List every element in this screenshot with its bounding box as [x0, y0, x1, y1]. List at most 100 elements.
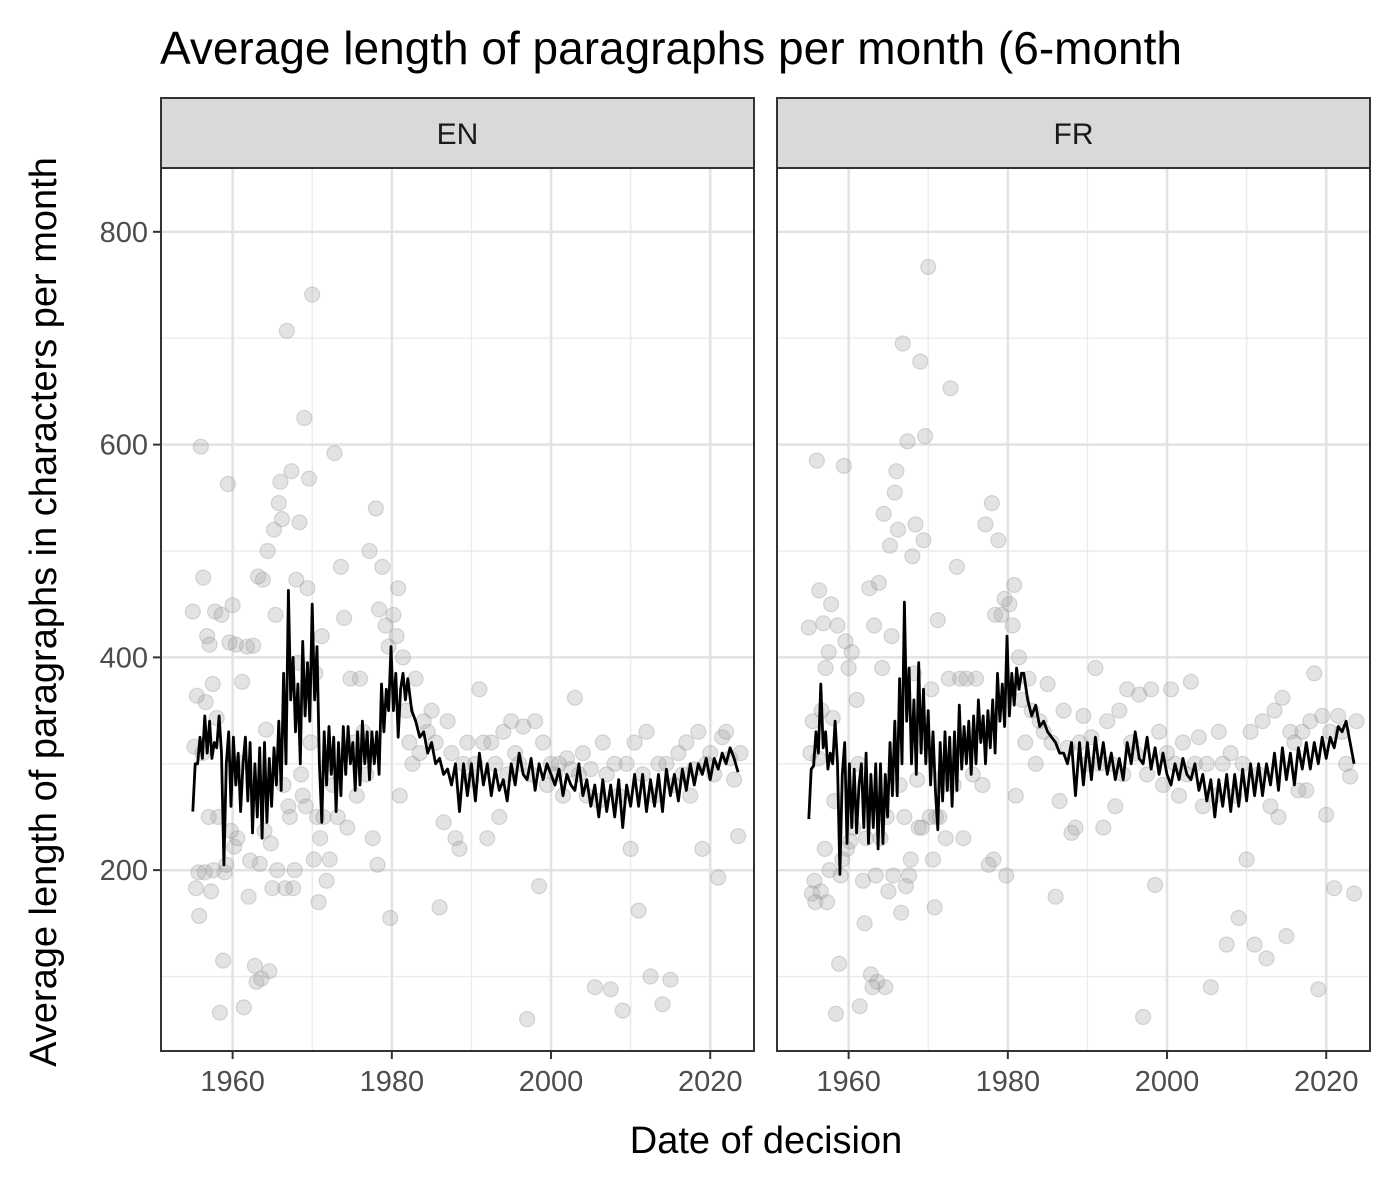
data-point [1063, 824, 1080, 842]
data-point [1202, 979, 1219, 996]
data-point [1306, 665, 1323, 682]
data-point [725, 771, 743, 788]
data-point [630, 902, 647, 919]
data-point [277, 880, 294, 897]
data-point [275, 776, 292, 794]
data-point [1214, 755, 1231, 772]
data-point [907, 516, 924, 533]
data-point [1198, 755, 1215, 772]
data-point [888, 463, 905, 480]
data-point [1162, 681, 1180, 698]
y-tick-label: 400 [100, 642, 148, 674]
data-point [985, 851, 1002, 868]
data-point [843, 643, 860, 661]
data-point [840, 659, 857, 677]
data-point [830, 955, 848, 972]
data-point [213, 606, 230, 623]
data-point [626, 734, 643, 751]
data-point [977, 516, 994, 533]
data-point [1131, 686, 1148, 703]
data-point [351, 670, 369, 687]
data-point [1330, 707, 1347, 725]
data-point [820, 643, 837, 661]
data-point [1006, 576, 1023, 594]
data-point [339, 819, 356, 836]
data-point [238, 638, 256, 655]
data-point [431, 899, 448, 916]
data-point [204, 675, 221, 693]
data-point [574, 744, 592, 762]
data-point [348, 787, 365, 804]
data-point [258, 721, 275, 738]
data-point [955, 830, 972, 847]
x-axis-fr: 1960 1980 2000 2020 [816, 1051, 1358, 1098]
data-point [1017, 734, 1034, 751]
data-point [1298, 782, 1315, 799]
data-point [1218, 936, 1235, 953]
data-point [912, 353, 929, 370]
data-point [1348, 713, 1365, 730]
data-point [435, 814, 452, 831]
data-point [197, 693, 214, 711]
data-point [229, 830, 246, 847]
x-tick-label: 2020 [678, 1066, 743, 1098]
data-point [904, 548, 921, 565]
data-point [278, 322, 295, 339]
data-point [606, 755, 623, 772]
data-point [208, 709, 225, 727]
data-point [240, 888, 257, 905]
data-point [367, 500, 384, 517]
data-point [1111, 702, 1128, 719]
x-tick-label: 2020 [1294, 1066, 1359, 1098]
data-point [250, 568, 267, 585]
data-point [837, 633, 854, 650]
data-point [883, 627, 900, 645]
panel-en: EN 1960 1980 2000 2020 [160, 97, 755, 1098]
facet-strip [776, 97, 1371, 169]
data-point [827, 1005, 845, 1022]
data-point [877, 979, 894, 996]
data-point [812, 883, 829, 900]
data-point [942, 380, 959, 397]
data-point [806, 872, 823, 889]
data-point [851, 998, 868, 1015]
data-point [951, 670, 969, 687]
data-point [215, 952, 232, 969]
data-point [401, 734, 418, 751]
data-point [361, 542, 378, 560]
data-point [1107, 798, 1124, 815]
data-point [1174, 734, 1192, 751]
data-point [865, 617, 883, 634]
data-point [1027, 755, 1044, 772]
data-point [201, 636, 218, 653]
data-point [1238, 851, 1255, 868]
y-tick-label: 800 [100, 217, 148, 249]
data-point [1294, 723, 1311, 740]
data-point [662, 971, 679, 988]
data-point [638, 723, 655, 740]
data-point [195, 569, 212, 586]
data-point [1258, 950, 1275, 967]
data-point [1047, 888, 1064, 905]
data-point [1286, 734, 1303, 751]
data-point [821, 861, 838, 879]
data-point [218, 856, 235, 873]
data-point [369, 856, 386, 873]
data-point [374, 558, 391, 576]
data-point [265, 521, 283, 538]
data-point [321, 851, 338, 868]
data-point [404, 755, 421, 772]
data-point [285, 880, 302, 897]
data-point [203, 883, 220, 900]
data-point [515, 718, 532, 735]
data-point [388, 627, 405, 645]
data-point [817, 659, 834, 677]
data-point [288, 571, 305, 588]
panel-fr: FR 1960 1980 2000 2020 [776, 97, 1371, 1098]
data-point [650, 755, 667, 772]
data-point [996, 590, 1013, 608]
panel-background [777, 168, 1370, 1051]
data-point [948, 558, 966, 576]
data-point [910, 819, 927, 836]
data-point [670, 744, 687, 762]
